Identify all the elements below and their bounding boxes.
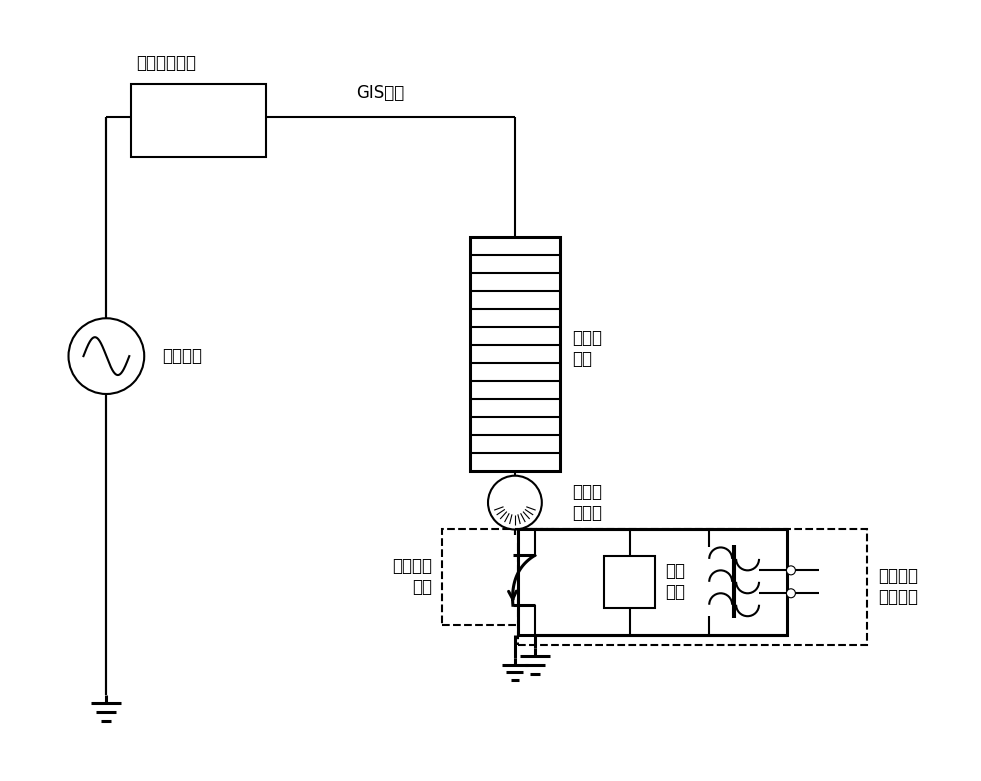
Circle shape (787, 589, 796, 597)
Bar (603, 556, 655, 608)
Text: 避雷器
计数器: 避雷器 计数器 (572, 483, 601, 522)
Text: 过压
保护: 过压 保护 (665, 562, 686, 601)
Bar (131, 84, 266, 157)
Bar (518, 529, 787, 635)
Text: 新型局放
传感单元: 新型局放 传感单元 (879, 568, 918, 606)
Bar (442, 529, 555, 625)
Circle shape (488, 476, 542, 530)
Bar (470, 237, 560, 471)
Text: 高频滤波单元: 高频滤波单元 (136, 54, 196, 72)
Text: 带电检测
开关: 带电检测 开关 (392, 558, 433, 596)
Text: 运行电源: 运行电源 (162, 347, 202, 366)
Text: GIS导体: GIS导体 (356, 84, 404, 102)
Circle shape (787, 566, 796, 575)
Text: 避雷器
主体: 避雷器 主体 (572, 330, 601, 368)
Circle shape (69, 319, 144, 394)
Bar (518, 529, 866, 645)
